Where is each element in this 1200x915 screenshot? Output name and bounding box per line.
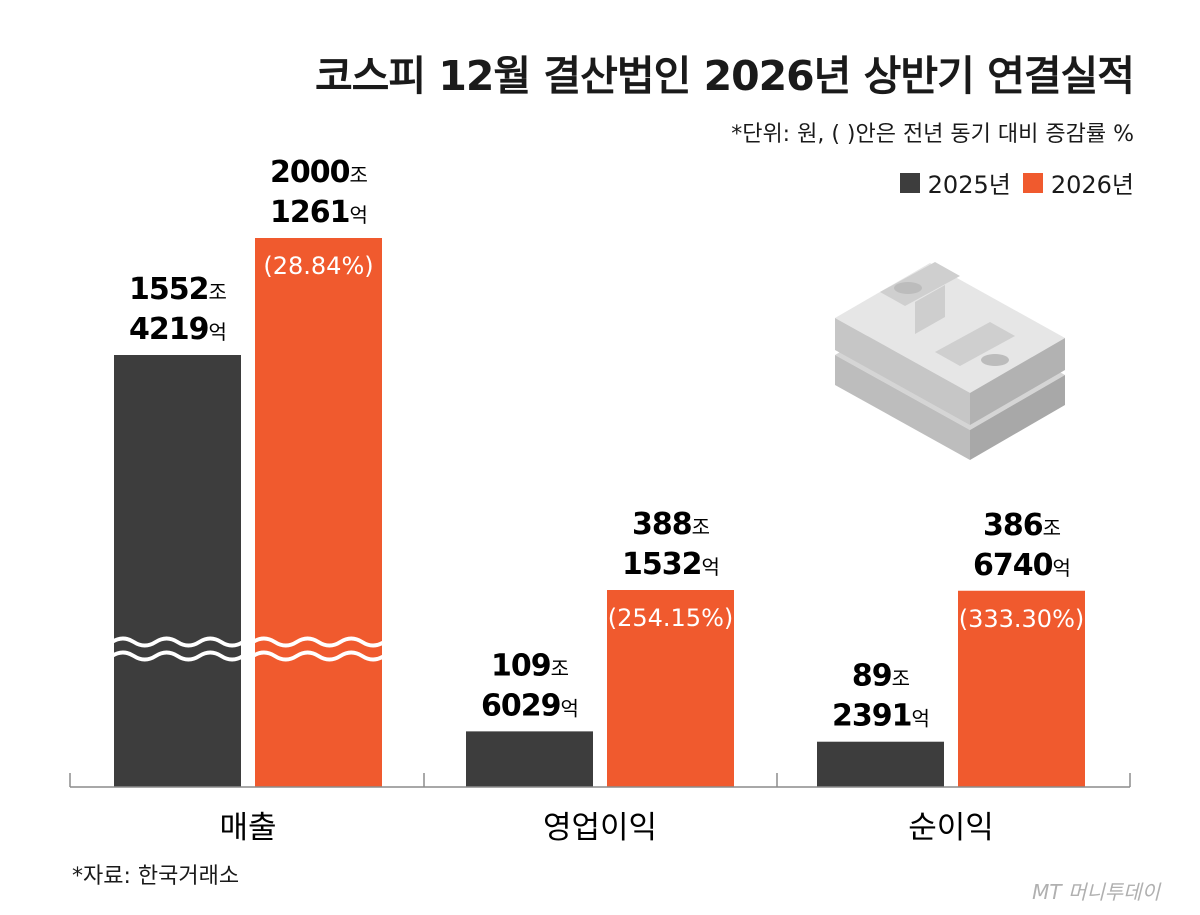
pct-label-0: (28.84%) — [263, 252, 373, 280]
value-label-jo-0-1: 2000조 — [270, 155, 368, 190]
legend-swatch-2026 — [1022, 172, 1043, 193]
value-label-eok-2-1: 6740억 — [973, 548, 1070, 583]
axis-break-wave-top-0 — [110, 636, 245, 648]
value-label-jo-1-0: 109조 — [491, 648, 569, 683]
value-label-jo-2-1: 386조 — [983, 508, 1061, 543]
legend-label-2025: 2025년 — [927, 171, 1011, 199]
legend-swatch-2025 — [899, 172, 920, 193]
value-label-jo-2-0: 89조 — [852, 659, 910, 694]
axis-break-wave-bottom-1 — [251, 650, 386, 662]
pct-label-1: (254.15%) — [608, 604, 734, 632]
value-label-jo-1-1: 388조 — [632, 507, 710, 542]
publisher-logo: MT 머니투데이 — [1032, 880, 1160, 904]
value-label-eok-0-1: 1261억 — [270, 195, 367, 230]
legend-label-2026: 2026년 — [1050, 171, 1134, 199]
value-label-eok-2-0: 2391억 — [832, 699, 929, 734]
bar-2-1 — [958, 590, 1085, 787]
money-stack-icon — [835, 262, 1065, 460]
source-note: *자료: 한국거래소 — [72, 864, 240, 889]
legend-item-2025: 2025년 — [899, 165, 1011, 200]
category-label-0: 매출 — [219, 810, 276, 846]
legend: 2025년 2026년 — [899, 165, 1134, 200]
bar-2-0 — [817, 741, 944, 787]
pct-label-2: (333.30%) — [959, 605, 1085, 633]
value-label-eok-0-0: 4219억 — [129, 312, 226, 347]
axis-break-wave-top-1 — [251, 636, 386, 648]
value-label-jo-0-0: 1552조 — [129, 272, 227, 307]
category-label-1: 영업이익 — [543, 810, 657, 846]
axis-break-wave-bottom-0 — [110, 650, 245, 662]
bar-1-1 — [607, 590, 734, 787]
bar-1-0 — [466, 731, 593, 787]
chart-title: 코스피 12월 결산법인 2026년 상반기 연결실적 — [314, 52, 1135, 100]
legend-item-2026: 2026년 — [1022, 165, 1134, 200]
value-label-eok-1-0: 6029억 — [481, 688, 578, 723]
category-label-2: 순이익 — [908, 810, 994, 846]
value-label-eok-1-1: 1532억 — [622, 547, 719, 582]
bar-0-0 — [114, 355, 241, 787]
bar-0-1 — [255, 238, 382, 787]
chart-subtitle: *단위: 원, ( )안은 전년 동기 대비 증감률 % — [731, 122, 1134, 147]
